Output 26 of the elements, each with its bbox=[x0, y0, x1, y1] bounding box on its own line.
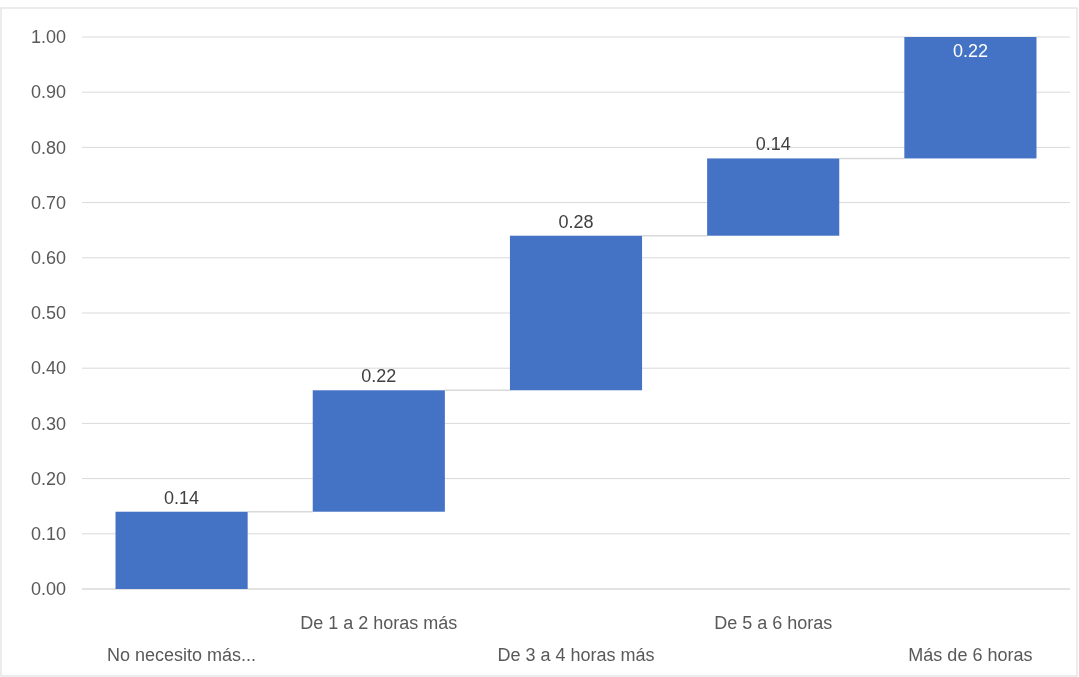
y-tick-label: 0.70 bbox=[30, 192, 66, 213]
data-label: 0.14 bbox=[164, 487, 200, 508]
data-label: 0.22 bbox=[952, 41, 988, 61]
y-tick-label: 0.90 bbox=[30, 82, 66, 103]
x-tick-label: De 5 a 6 horas bbox=[714, 613, 833, 633]
bar bbox=[312, 390, 445, 512]
y-tick-label: 0.60 bbox=[30, 248, 66, 269]
y-tick-label: 0.10 bbox=[30, 524, 66, 545]
x-tick-label: Más de 6 horas bbox=[908, 645, 1033, 665]
x-tick-label: No necesito más... bbox=[107, 645, 257, 665]
y-tick-label: 0.40 bbox=[30, 358, 66, 379]
y-tick-label: 0.50 bbox=[30, 303, 66, 324]
bar bbox=[707, 158, 840, 236]
bar bbox=[509, 235, 643, 391]
data-label: 0.14 bbox=[755, 134, 791, 155]
y-tick-label: 0.80 bbox=[30, 137, 66, 158]
x-tick-label: De 3 a 4 horas más bbox=[497, 645, 655, 665]
y-tick-label: 0.30 bbox=[30, 413, 66, 434]
x-tick-label: De 1 a 2 horas más bbox=[300, 613, 458, 633]
bar bbox=[904, 37, 1037, 159]
y-tick-label: 0.00 bbox=[30, 579, 66, 600]
data-label: 0.28 bbox=[558, 211, 594, 232]
y-tick-label: 1.00 bbox=[30, 27, 66, 48]
data-label: 0.22 bbox=[361, 366, 397, 387]
bar bbox=[115, 511, 248, 589]
y-tick-label: 0.20 bbox=[30, 468, 66, 489]
